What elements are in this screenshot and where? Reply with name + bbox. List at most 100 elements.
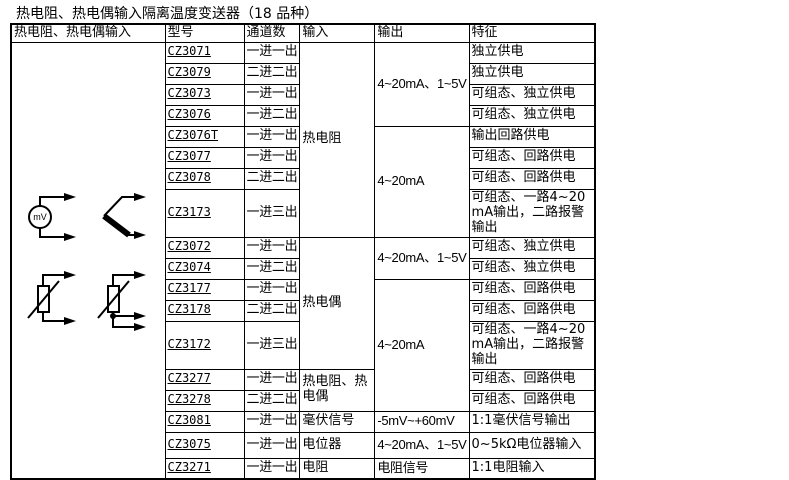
model-link[interactable]: CZ3277 [167,371,211,386]
model-link[interactable]: CZ3078 [167,170,211,185]
feature-cell: 可组态、回路供电 [468,368,596,391]
input-cell: 电位器 [299,431,376,459]
output-cell: 电阻信号 [374,457,470,480]
model-cell: CZ3081 [164,410,245,433]
channels-cell: 二进二出 [243,62,301,85]
feature-cell: 可组态、独立供电 [468,104,596,127]
model-link[interactable]: CZ3172 [167,336,211,351]
feature-cell: 1:1毫伏信号输出 [468,410,596,433]
table-row: CZ3278 二进二出 可组态、回路供电 [11,389,596,412]
model-link[interactable]: CZ3177 [167,281,211,296]
product-table: 热电阻、热电偶输入 型号 通道数 输入 输出 特征 mV [10,23,597,480]
model-cell: CZ3172 [164,320,245,370]
table-row: CZ3077 一进一出 可组态、回路供电 [11,146,596,169]
feature-cell: 可组态、独立供电 [468,83,596,106]
header-row: 热电阻、热电偶输入 型号 通道数 输入 输出 特征 [10,23,596,43]
channels-cell: 一进一出 [243,41,301,64]
page-title: 热电阻、热电偶输入隔离温度变送器（18 品种） [16,6,319,22]
channels-cell: 一进一出 [243,368,301,391]
feature-cell: 可组态、独立供电 [468,257,596,280]
model-link[interactable]: CZ3075 [167,436,211,451]
header-input: 输入 [299,23,376,43]
model-cell: CZ3177 [164,278,245,301]
model-cell: CZ3078 [164,167,245,190]
model-cell: CZ3278 [164,389,245,412]
model-cell: CZ3277 [164,368,245,391]
channels-cell: 二进二出 [243,167,301,190]
channels-cell: 一进二出 [243,257,301,280]
feature-cell: 独立供电 [468,62,596,85]
input-symbols-cell: mV [10,41,166,480]
input-cell: 热电偶 [299,236,376,370]
model-link[interactable]: CZ3079 [167,65,211,80]
model-cell: CZ3079 [164,62,245,85]
table-row: CZ3074 一进二出 可组态、独立供电 [11,257,596,280]
input-cell: 热电阻 [299,41,376,238]
feature-cell: 可组态、一路4~20mA输出，二路报警输出 [468,320,596,370]
model-link[interactable]: CZ3278 [167,392,211,407]
model-link[interactable]: CZ3071 [167,44,211,59]
model-cell: CZ3075 [164,431,245,459]
symbol-grid: mV [14,189,163,333]
output-cell: 4~20mA、1~5V [374,431,470,459]
model-link[interactable]: CZ3076 [167,107,211,122]
output-cell: 4~20mA [374,278,470,412]
output-cell: 4~20mA、1~5V [374,41,470,127]
output-cell: 4~20mA、1~5V [374,236,470,280]
feature-cell: 0~5kΩ电位器输入 [468,431,596,459]
model-cell: CZ3173 [164,188,245,238]
channels-cell: 一进一出 [243,278,301,301]
model-cell: CZ3072 [164,236,245,259]
model-link[interactable]: CZ3073 [167,86,211,101]
rtd-2wire-icon [27,270,77,325]
table-row: CZ3072 一进一出 热电偶 4~20mA、1~5V 可组态、独立供电 [11,236,596,370]
channels-cell: 一进三出 [243,188,301,238]
feature-cell: 可组态、一路4~20mA输出，二路报警输出 [468,188,596,238]
feature-cell: 可组态、独立供电 [468,236,596,259]
header-output: 输出 [374,23,470,43]
channels-cell: 一进二出 [243,104,301,127]
feature-cell: 可组态、回路供电 [468,146,596,169]
feature-cell: 独立供电 [468,41,596,64]
model-link[interactable]: CZ3081 [167,413,211,428]
input-cell: 毫伏信号 [299,410,376,433]
rtd-3wire-icon [97,270,147,331]
channels-cell: 二进二出 [243,389,301,412]
model-cell: CZ3073 [164,83,245,106]
channels-cell: 二进二出 [243,299,301,322]
channels-cell: 一进一出 [243,431,301,459]
model-cell: CZ3178 [164,299,245,322]
header-model: 型号 [164,23,245,43]
model-link[interactable]: CZ3076T [167,128,219,143]
output-cell: 4~20mA [374,125,470,238]
mv-source-icon: mV [28,192,77,241]
channels-cell: 一进一出 [243,457,301,480]
model-link[interactable]: CZ3074 [167,260,211,275]
header-symbol-col: 热电阻、热电偶输入 [10,23,166,43]
model-link[interactable]: CZ3271 [167,459,211,474]
model-cell: CZ3077 [164,146,245,169]
mv-label: mV [34,212,48,222]
model-cell: CZ3076T [164,125,245,148]
feature-cell: 输出回路供电 [468,125,596,148]
input-cell: 电阻 [299,457,376,480]
output-cell: -5mV~+60mV [374,410,470,433]
model-link[interactable]: CZ3072 [167,239,211,254]
table-row: CZ3173 一进三出 可组态、一路4~20mA输出，二路报警输出 [11,188,596,238]
feature-cell: 可组态、回路供电 [468,389,596,412]
channels-cell: 一进一出 [243,410,301,433]
model-link[interactable]: CZ3077 [167,149,211,164]
feature-cell: 可组态、回路供电 [468,299,596,322]
header-feature: 特征 [468,23,596,43]
table-row: CZ3172 一进三出 可组态、一路4~20mA输出，二路报警输出 [11,320,596,370]
model-cell: CZ3074 [164,257,245,280]
table-row: CZ3178 二进二出 可组态、回路供电 [11,299,596,322]
thermocouple-icon [102,192,147,239]
model-link[interactable]: CZ3173 [167,204,211,219]
model-link[interactable]: CZ3178 [167,302,211,317]
channels-cell: 一进一出 [243,236,301,259]
model-cell: CZ3071 [164,41,245,64]
table-row: CZ3078 二进二出 可组态、回路供电 [11,167,596,190]
feature-cell: 可组态、回路供电 [468,278,596,301]
feature-cell: 可组态、回路供电 [468,167,596,190]
